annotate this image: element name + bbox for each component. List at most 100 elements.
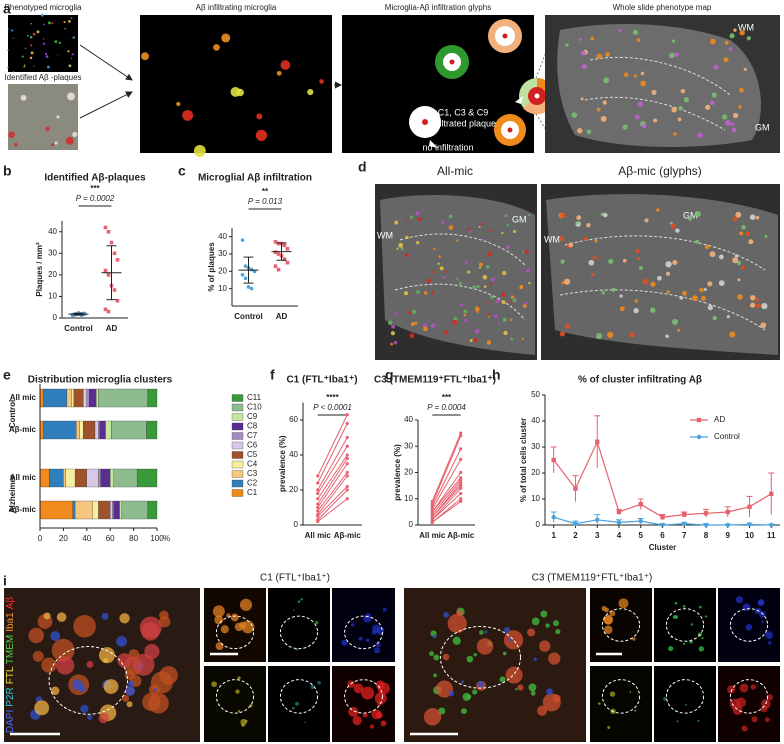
- cell: [634, 114, 640, 120]
- signal: [34, 700, 50, 716]
- cell: [619, 294, 623, 298]
- cell: [592, 255, 597, 260]
- signal: [473, 652, 477, 657]
- signal: [527, 628, 536, 637]
- annotation: C1, C3 & C9: [438, 107, 489, 117]
- y-tick-label: All mic: [10, 473, 37, 482]
- region-label: GM: [683, 210, 698, 220]
- signal: [765, 717, 770, 723]
- cell: [483, 285, 487, 288]
- cell-outline: [439, 626, 521, 689]
- signal: [604, 625, 613, 634]
- cell: [619, 306, 625, 312]
- signal: [101, 612, 109, 620]
- signal: [552, 620, 560, 627]
- signal: [607, 726, 611, 730]
- cell: [588, 259, 595, 266]
- cell: [665, 334, 669, 338]
- signal: [537, 705, 548, 716]
- signal: [462, 692, 471, 701]
- bar-segment: [96, 388, 99, 408]
- legend-label: Control: [714, 432, 740, 441]
- cell: [11, 29, 14, 32]
- cell: [622, 124, 628, 130]
- cell: [464, 260, 469, 264]
- cell: [764, 234, 768, 238]
- signal: [153, 688, 158, 692]
- cell: [468, 230, 472, 234]
- signal: [374, 647, 381, 654]
- y-tick-label: 50: [531, 390, 540, 399]
- point: [316, 509, 320, 513]
- cell: [729, 331, 736, 338]
- cell: [475, 306, 478, 309]
- cell: [472, 285, 476, 290]
- cell: [666, 290, 671, 294]
- signal: [148, 692, 169, 714]
- cell: [65, 136, 74, 145]
- signal: [741, 725, 748, 732]
- signal: [515, 687, 518, 691]
- cell: [505, 245, 510, 250]
- signal: [28, 627, 44, 644]
- signal: [698, 646, 705, 652]
- legend-swatch: [231, 441, 244, 450]
- signal: [533, 657, 537, 661]
- cell: [732, 112, 739, 119]
- point: [316, 519, 320, 524]
- cell: [635, 248, 640, 254]
- pair-line: [431, 493, 462, 521]
- micrograph: [332, 666, 395, 742]
- cell: [755, 298, 759, 302]
- cell: [32, 32, 36, 36]
- cell: [749, 302, 756, 308]
- cell: [558, 236, 565, 242]
- cell: [571, 112, 578, 118]
- signal: [682, 642, 686, 646]
- pair-line: [431, 448, 462, 507]
- x-tick-label: AD: [276, 312, 288, 321]
- cell: [501, 232, 504, 235]
- cell: [504, 214, 508, 218]
- cell: [70, 17, 73, 19]
- x-tick-label: Control: [234, 312, 262, 321]
- signal: [461, 680, 465, 684]
- point: [573, 486, 578, 491]
- cell: [213, 44, 220, 51]
- signal: [668, 645, 674, 652]
- point: [316, 481, 320, 485]
- cell: [489, 229, 492, 233]
- cell: [54, 40, 58, 44]
- cell: [673, 132, 677, 136]
- cell: [524, 301, 528, 305]
- cell: [403, 291, 409, 296]
- cell: [56, 115, 60, 119]
- x-tick-label: 80: [129, 534, 138, 543]
- signal: [452, 636, 461, 645]
- signal: [158, 615, 171, 628]
- signal: [484, 630, 488, 634]
- image-title: Aβ infiltrating microglia: [196, 3, 277, 12]
- cell: [13, 142, 18, 147]
- cell: [30, 51, 34, 55]
- bar-segment: [39, 420, 44, 440]
- cell: [67, 50, 70, 53]
- cell: [688, 216, 693, 221]
- cell: [528, 281, 531, 285]
- cell: [68, 20, 71, 23]
- point: [725, 509, 730, 515]
- signal: [73, 615, 96, 638]
- signal: [235, 689, 240, 694]
- point: [459, 476, 463, 480]
- cell: [561, 281, 565, 285]
- cell: [522, 304, 527, 308]
- cell-outline: [48, 646, 128, 715]
- signal: [674, 601, 678, 605]
- signal: [361, 686, 375, 700]
- y-tick-label: 20: [289, 485, 298, 494]
- bar-segment: [121, 500, 148, 520]
- point: [243, 276, 248, 281]
- signal: [32, 650, 44, 662]
- p-value: P = 0.0004: [427, 403, 466, 412]
- x-tick-label: 5: [639, 531, 644, 540]
